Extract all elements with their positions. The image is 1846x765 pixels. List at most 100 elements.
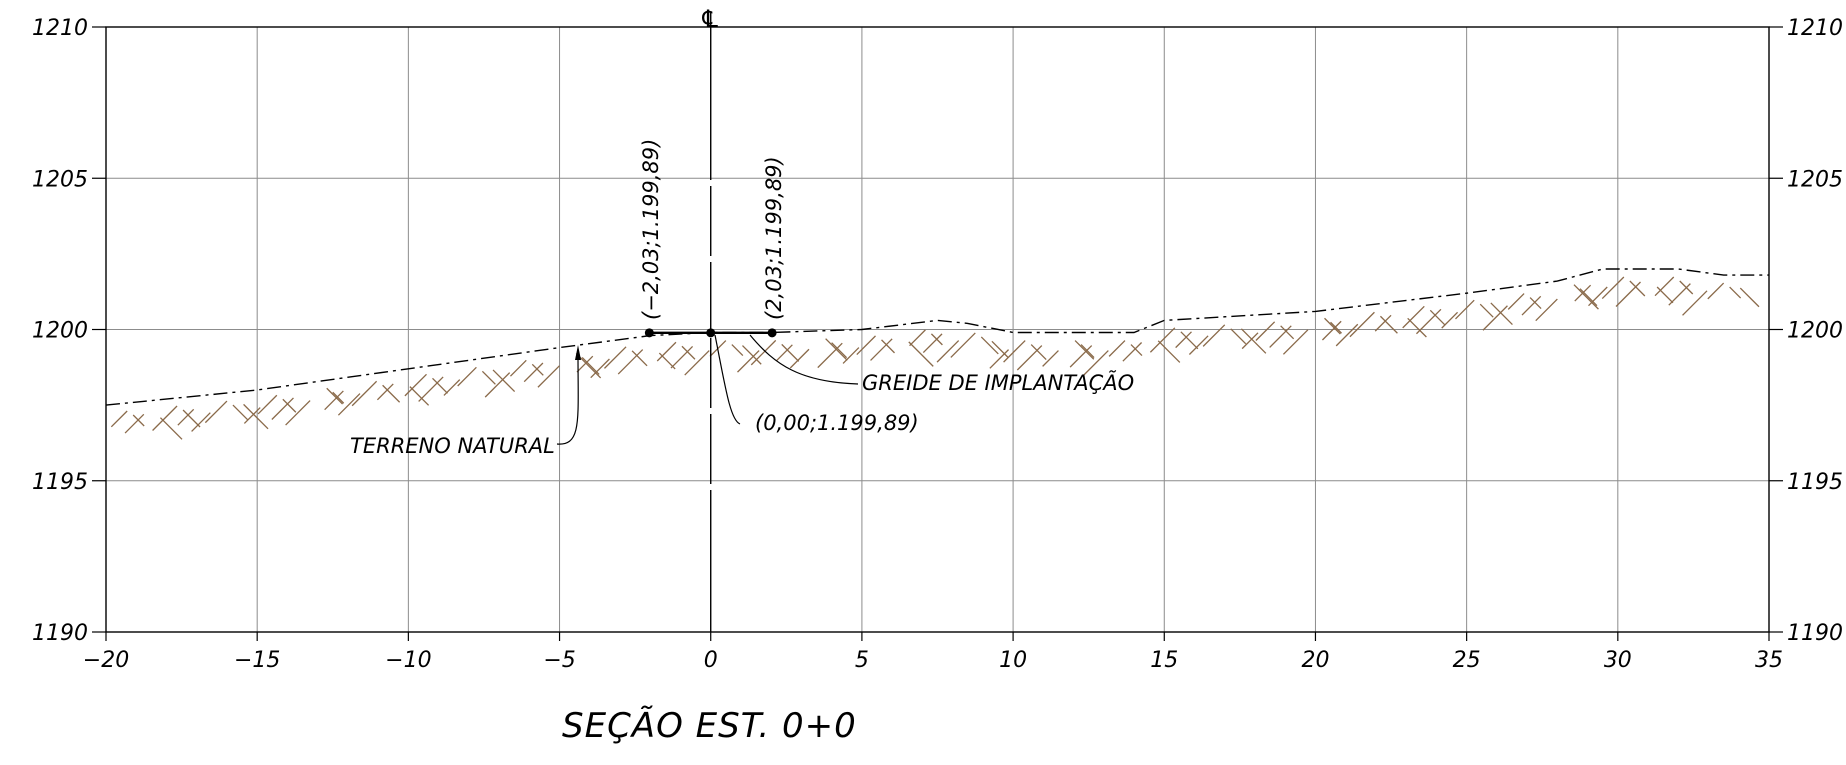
- hatch-mark: [457, 366, 477, 387]
- x-tick-label: −10: [385, 648, 431, 673]
- hatch-mark: [1668, 283, 1691, 306]
- hatch-mark: [1507, 293, 1525, 310]
- hatch-mark: [1349, 311, 1375, 338]
- y-tick-label-right: 1210: [1787, 16, 1843, 41]
- greide-leader: [749, 334, 859, 385]
- hatch-mark: [1180, 331, 1199, 350]
- hatch-mark: [432, 377, 448, 394]
- hatch-mark: [351, 380, 378, 407]
- hatch-mark: [1074, 340, 1095, 360]
- hatch-mark: [1188, 335, 1209, 355]
- hatch-mark: [271, 397, 294, 420]
- hatch-mark: [1490, 302, 1513, 326]
- greide-label: GREIDE DE IMPLANTAÇÃO: [862, 369, 1134, 395]
- grade-point-left: [644, 328, 654, 338]
- center-point-label: (0,00;1.199,89): [755, 411, 919, 435]
- hatch-mark: [1255, 321, 1276, 341]
- hatch-mark: [1579, 288, 1598, 307]
- hatch-mark: [1280, 325, 1295, 340]
- hatch-mark: [1479, 303, 1494, 318]
- hatch-mark: [1241, 332, 1259, 350]
- hatch-mark: [936, 340, 960, 363]
- hatch-mark: [1529, 297, 1542, 309]
- hatch-mark: [509, 359, 527, 377]
- hatch-mark: [1407, 317, 1427, 338]
- hatch-mark: [1335, 323, 1359, 347]
- hatch-mark: [684, 350, 710, 376]
- hatch-mark: [382, 384, 401, 403]
- x-tick-label: 30: [1604, 648, 1632, 673]
- hatch-mark: [742, 345, 762, 365]
- hatch-mark: [1588, 286, 1608, 307]
- hatch-mark: [1122, 342, 1143, 362]
- hatch-mark: [817, 342, 843, 369]
- y-tick-label-right: 1190: [1787, 621, 1843, 646]
- x-tick-label: 25: [1453, 648, 1481, 673]
- hatch-mark: [332, 391, 345, 404]
- hatch-mark: [1654, 276, 1675, 297]
- hatch-mark: [285, 400, 311, 426]
- hatch-mark: [443, 379, 461, 396]
- section-title: SEÇÃO EST. 0+0: [562, 706, 857, 746]
- hatch-mark: [1324, 317, 1341, 335]
- hatch-mark: [152, 405, 178, 431]
- hatch-mark: [1441, 311, 1459, 329]
- hatch-mark: [1455, 299, 1475, 320]
- hatch-mark: [376, 383, 394, 401]
- hatch-mark: [132, 414, 145, 427]
- hatch-mark: [191, 412, 211, 432]
- x-tick-label: −15: [234, 648, 280, 673]
- hatch-mark: [1269, 325, 1292, 348]
- grade-point-center: [706, 328, 716, 338]
- hatch-mark: [781, 343, 800, 362]
- hatch-mark: [1379, 315, 1398, 334]
- hatch-mark: [492, 369, 516, 393]
- hatch-mark: [1157, 340, 1181, 363]
- hatch-mark: [631, 350, 648, 367]
- hatch-mark: [1573, 284, 1599, 310]
- hatch-mark: [1042, 350, 1059, 367]
- y-tick-label-left: 1195: [32, 470, 88, 495]
- y-tick-label-left: 1210: [32, 16, 88, 41]
- hatch-mark: [1656, 286, 1674, 304]
- hatch-mark: [1282, 329, 1309, 355]
- hatch-mark: [922, 333, 943, 354]
- hatch-mark: [1083, 350, 1109, 376]
- hatch-mark: [1729, 286, 1742, 299]
- hatch-mark: [731, 344, 744, 356]
- x-tick-label: 35: [1755, 648, 1783, 673]
- terreno-natural-label: TERRENO NATURAL: [350, 434, 555, 458]
- hatch-mark: [750, 339, 777, 366]
- hatch-mark: [1130, 344, 1143, 356]
- hatch-mark: [326, 387, 344, 405]
- hatch-mark: [1374, 314, 1392, 332]
- hatch-mark: [950, 332, 976, 358]
- hatch-mark: [1615, 281, 1641, 307]
- hatch-mark: [737, 350, 760, 373]
- hatch-mark: [282, 398, 297, 413]
- hatch-mark: [1415, 308, 1442, 335]
- hatch-mark: [1482, 305, 1508, 331]
- hatch-mark: [842, 347, 860, 364]
- terrain-hatching: [110, 276, 1760, 440]
- y-tick-label-right: 1195: [1787, 470, 1843, 495]
- hatch-mark: [110, 410, 128, 428]
- y-tick-label-left: 1205: [32, 167, 88, 192]
- hatch-mark: [1601, 276, 1625, 300]
- hatch-mark: [1069, 345, 1093, 368]
- hatch-mark: [337, 393, 361, 416]
- hatch-mark: [1330, 321, 1342, 334]
- x-tick-label: 0: [704, 648, 718, 673]
- y-tick-label-left: 1200: [32, 319, 88, 344]
- hatch-mark: [991, 340, 1009, 358]
- center-point-leader: [714, 334, 741, 425]
- hatch-mark: [418, 376, 444, 402]
- hatch-mark: [232, 404, 249, 421]
- x-tick-label: 10: [999, 648, 1027, 673]
- hatch-mark: [1003, 340, 1026, 363]
- hatch-mark: [1707, 282, 1725, 300]
- grade-point-right: [767, 328, 777, 338]
- hatch-mark: [1240, 328, 1267, 354]
- hatch-mark: [831, 342, 848, 359]
- hatch-mark: [604, 346, 627, 369]
